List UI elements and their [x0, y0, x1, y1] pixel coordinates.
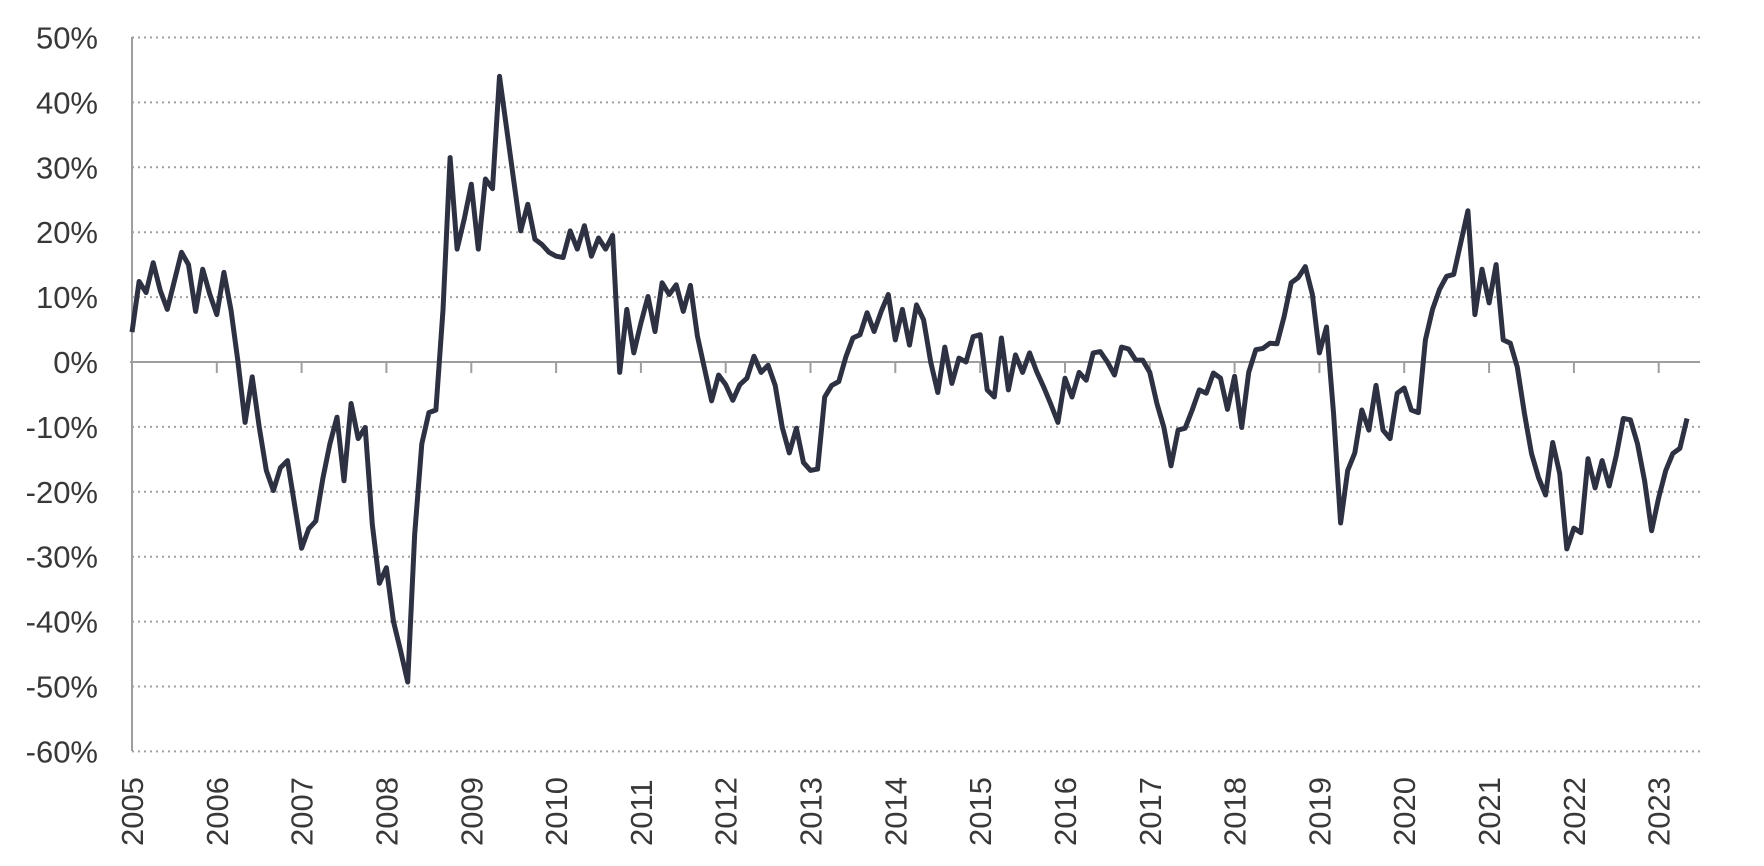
y-axis-tick-label: -40%: [26, 605, 98, 640]
y-axis-tick-label: -10%: [26, 410, 98, 445]
x-axis-tick-label: 2021: [1472, 777, 1507, 846]
x-axis-ticks: [131, 362, 1660, 373]
y-axis-tick-label: 10%: [36, 280, 98, 315]
y-axis-tick-label: 0%: [53, 345, 98, 380]
x-axis-tick-label: 2005: [115, 777, 150, 846]
x-axis-tick-label: 2018: [1218, 777, 1253, 846]
x-axis-tick-label: 2015: [963, 777, 998, 846]
axes: [130, 37, 1700, 751]
gridlines: [132, 36, 1700, 753]
x-axis-tick-label: 2023: [1642, 777, 1677, 846]
x-axis-tick-label: 2012: [709, 777, 744, 846]
y-axis-tick-label: -50%: [26, 670, 98, 705]
x-axis-tick-label: 2017: [1133, 777, 1168, 846]
y-axis-tick-label: -60%: [26, 734, 98, 769]
y-axis-tick-label: -30%: [26, 540, 98, 575]
x-axis-tick-label: 2022: [1557, 777, 1592, 846]
x-axis-tick-label: 2019: [1302, 777, 1337, 846]
x-axis-tick-label: 2020: [1387, 777, 1422, 846]
x-axis-tick-label: 2009: [454, 777, 489, 846]
x-axis-tick-label: 2008: [369, 777, 404, 846]
x-axis-tick-label: 2007: [285, 777, 320, 846]
x-axis-tick-label: 2014: [878, 777, 913, 846]
y-axis-tick-label: 30%: [36, 150, 98, 185]
x-axis-tick-label: 2011: [624, 779, 659, 846]
x-axis-tick-label: 2010: [539, 777, 574, 846]
x-axis-tick-label: 2016: [1048, 777, 1083, 846]
series-line: [129, 73, 1690, 685]
y-axis-tick-label: 20%: [36, 215, 98, 250]
y-axis-tick-label: -20%: [26, 475, 98, 510]
y-axis-labels: 50% 40% 30% 20% 10% 0% -10% -20% -30% -40% -50% -60…: [26, 21, 98, 770]
y-axis-tick-label: 40%: [36, 85, 98, 120]
x-axis-tick-label: 2013: [794, 777, 829, 846]
x-axis-labels: 2005 2006 2007 2008 2009 2010 2011 2012 2013 2014…: [115, 777, 1677, 846]
y-axis-tick-label: 50%: [36, 21, 98, 56]
x-axis-tick-label: 2006: [200, 777, 235, 846]
